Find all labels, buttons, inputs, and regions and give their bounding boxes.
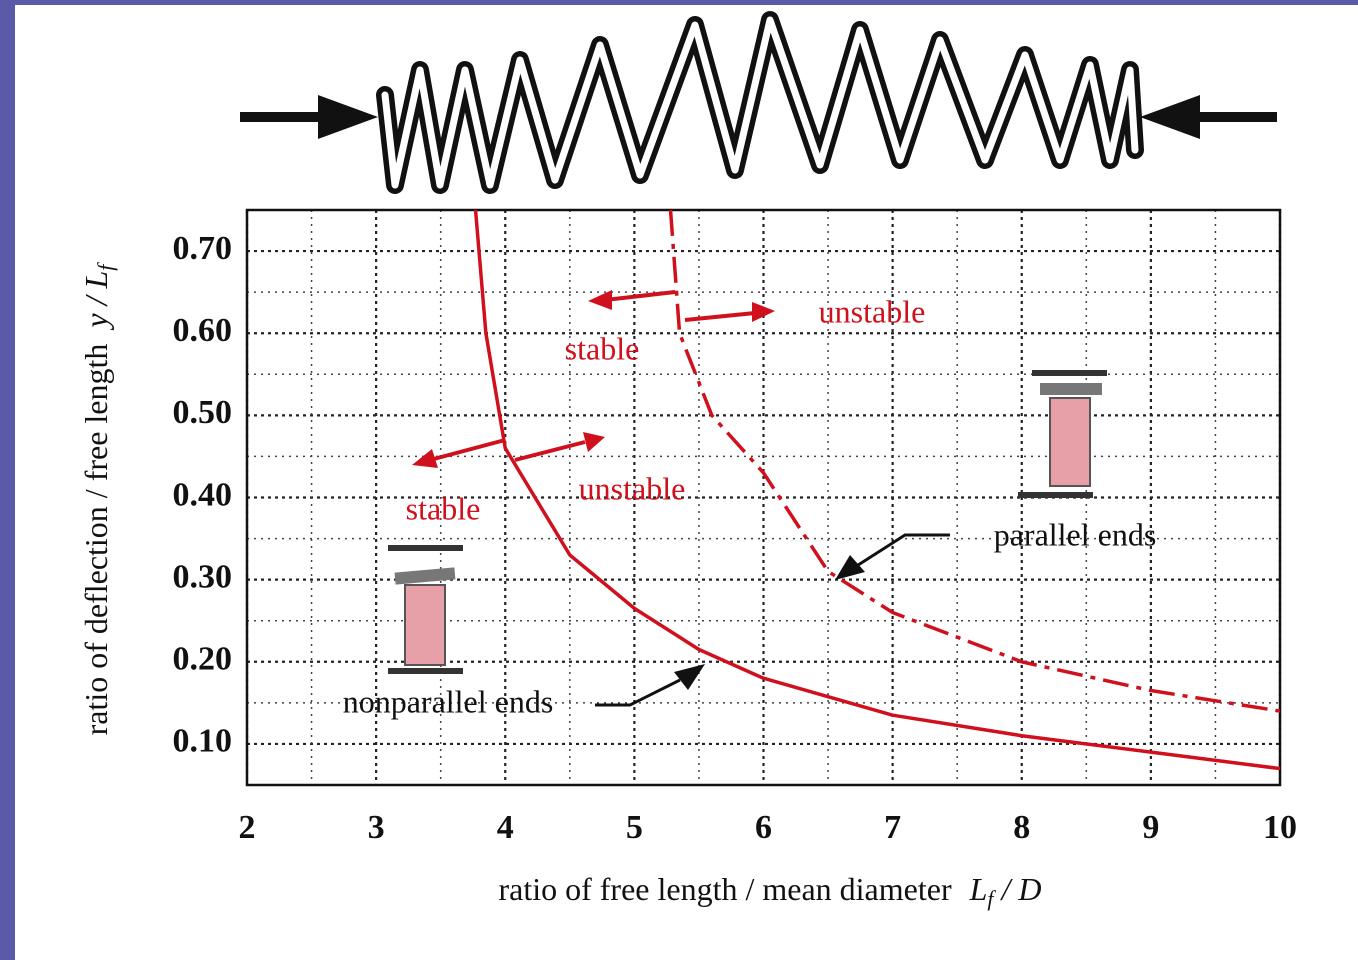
x-tick-label: 2 <box>239 809 256 846</box>
y-label-symbol: y / L <box>78 271 114 331</box>
series-line <box>668 209 1281 713</box>
x-tick-label: 7 <box>884 809 901 846</box>
annotation: stable <box>406 490 481 526</box>
annotation: stable <box>565 330 640 366</box>
series-label: parallel ends <box>994 516 1157 552</box>
spring-icon-parallel <box>1018 370 1107 498</box>
x-tick-label: 9 <box>1142 809 1159 846</box>
x-axis-label: ratio of free length / mean diameter Lf /… <box>498 871 1041 911</box>
y-label-sub: f <box>93 262 118 271</box>
y-tick-label: 0.60 <box>173 312 233 349</box>
y-tick-label: 0.40 <box>173 476 233 513</box>
y-label-text: ratio of deflection / free length <box>78 344 114 736</box>
y-tick-label: 0.50 <box>173 394 233 431</box>
lines <box>473 209 1281 771</box>
y-tick-label: 0.20 <box>173 641 233 678</box>
x-tick-label: 10 <box>1263 809 1297 846</box>
x-label-text: ratio of free length / mean diameter <box>498 871 951 907</box>
plot-frame <box>245 208 1282 787</box>
x-tick-label: 8 <box>1013 809 1030 846</box>
y-tick-label: 0.30 <box>173 558 233 595</box>
y-tick-label: 0.70 <box>173 230 233 267</box>
force-arrows <box>240 95 1277 139</box>
x-label-symbol: L <box>969 871 988 907</box>
x-tick-label: 6 <box>755 809 772 846</box>
x-label-sub: f <box>987 886 996 911</box>
y-axis-label: ratio of deflection / free length y / Lf <box>78 262 118 736</box>
x-tick-label: 4 <box>497 809 514 846</box>
y-tick-label: 0.10 <box>173 723 233 760</box>
series-label: nonparallel ends <box>343 683 554 719</box>
series-line <box>473 209 1281 771</box>
spring-illustration <box>376 11 1144 194</box>
x-tick-label: 5 <box>626 809 643 846</box>
spring-icon-nonparallel <box>388 545 463 674</box>
x-label-tail: / D <box>994 871 1042 907</box>
x-tick-label: 3 <box>368 809 385 846</box>
label-pointers <box>595 533 950 707</box>
annotation: unstable <box>819 293 926 329</box>
annotation: unstable <box>579 470 686 506</box>
annotation-arrows <box>412 290 775 468</box>
panel <box>15 5 1358 960</box>
